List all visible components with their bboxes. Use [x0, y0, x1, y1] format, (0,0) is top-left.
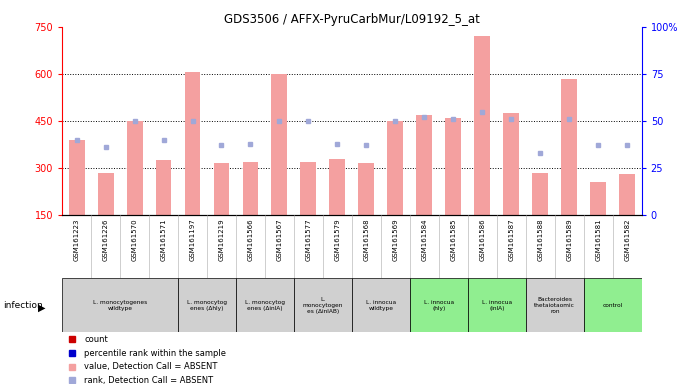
Bar: [97, 173, 114, 215]
Text: GSM161223: GSM161223: [74, 218, 79, 261]
Text: percentile rank within the sample: percentile rank within the sample: [84, 349, 226, 358]
FancyBboxPatch shape: [236, 278, 294, 332]
Bar: [213, 163, 230, 215]
Text: GSM161584: GSM161584: [422, 218, 427, 261]
Text: GSM161226: GSM161226: [103, 218, 108, 261]
FancyBboxPatch shape: [584, 278, 642, 332]
Text: L.
monocytogen
es (ΔinlAB): L. monocytogen es (ΔinlAB): [303, 297, 343, 314]
Bar: [387, 121, 404, 215]
Text: GSM161588: GSM161588: [538, 218, 543, 261]
Text: GSM161571: GSM161571: [161, 218, 166, 261]
Text: ▶: ▶: [38, 303, 46, 313]
Text: GSM161569: GSM161569: [393, 218, 398, 261]
Text: count: count: [84, 334, 108, 344]
Text: L. innocua
wildtype: L. innocua wildtype: [366, 300, 396, 311]
Bar: [271, 74, 288, 215]
Text: value, Detection Call = ABSENT: value, Detection Call = ABSENT: [84, 362, 217, 371]
Text: L. monocytogenes
wildtype: L. monocytogenes wildtype: [93, 300, 147, 311]
Text: Bacteroides
thetaiotaomic
ron: Bacteroides thetaiotaomic ron: [534, 297, 575, 314]
Text: GSM161589: GSM161589: [566, 218, 572, 261]
Bar: [329, 159, 346, 215]
Text: GSM161570: GSM161570: [132, 218, 137, 261]
Bar: [184, 72, 201, 215]
Text: GSM161587: GSM161587: [509, 218, 514, 261]
Bar: [590, 182, 607, 215]
Bar: [358, 163, 375, 215]
FancyBboxPatch shape: [294, 278, 352, 332]
Text: L. innocua
(inlA): L. innocua (inlA): [482, 300, 512, 311]
Text: GSM161567: GSM161567: [277, 218, 282, 261]
Bar: [126, 121, 143, 215]
Bar: [561, 79, 578, 215]
Text: GSM161219: GSM161219: [219, 218, 224, 261]
Bar: [619, 174, 635, 215]
FancyBboxPatch shape: [468, 278, 526, 332]
Bar: [474, 36, 491, 215]
Bar: [68, 140, 85, 215]
Text: GSM161579: GSM161579: [335, 218, 340, 261]
Text: GSM161577: GSM161577: [306, 218, 311, 261]
Bar: [155, 160, 172, 215]
Bar: [503, 113, 520, 215]
Bar: [242, 162, 259, 215]
FancyBboxPatch shape: [352, 278, 410, 332]
FancyBboxPatch shape: [62, 278, 178, 332]
Title: GDS3506 / AFFX-PyruCarbMur/L09192_5_at: GDS3506 / AFFX-PyruCarbMur/L09192_5_at: [224, 13, 480, 26]
Text: control: control: [602, 303, 623, 308]
Text: GSM161197: GSM161197: [190, 218, 195, 261]
Text: GSM161582: GSM161582: [624, 218, 630, 261]
FancyBboxPatch shape: [526, 278, 584, 332]
Text: GSM161586: GSM161586: [480, 218, 485, 261]
Text: GSM161566: GSM161566: [248, 218, 253, 261]
Bar: [445, 118, 462, 215]
Text: L. monocytog
enes (Δhly): L. monocytog enes (Δhly): [187, 300, 227, 311]
FancyBboxPatch shape: [410, 278, 468, 332]
Text: GSM161568: GSM161568: [364, 218, 369, 261]
Text: L. innocua
(hly): L. innocua (hly): [424, 300, 454, 311]
Bar: [532, 173, 549, 215]
Text: GSM161581: GSM161581: [595, 218, 601, 261]
Text: rank, Detection Call = ABSENT: rank, Detection Call = ABSENT: [84, 376, 213, 384]
FancyBboxPatch shape: [178, 278, 236, 332]
Bar: [300, 162, 317, 215]
Text: GSM161585: GSM161585: [451, 218, 456, 261]
Text: L. monocytog
enes (ΔinlA): L. monocytog enes (ΔinlA): [245, 300, 285, 311]
Bar: [416, 115, 433, 215]
Text: infection: infection: [3, 301, 43, 310]
